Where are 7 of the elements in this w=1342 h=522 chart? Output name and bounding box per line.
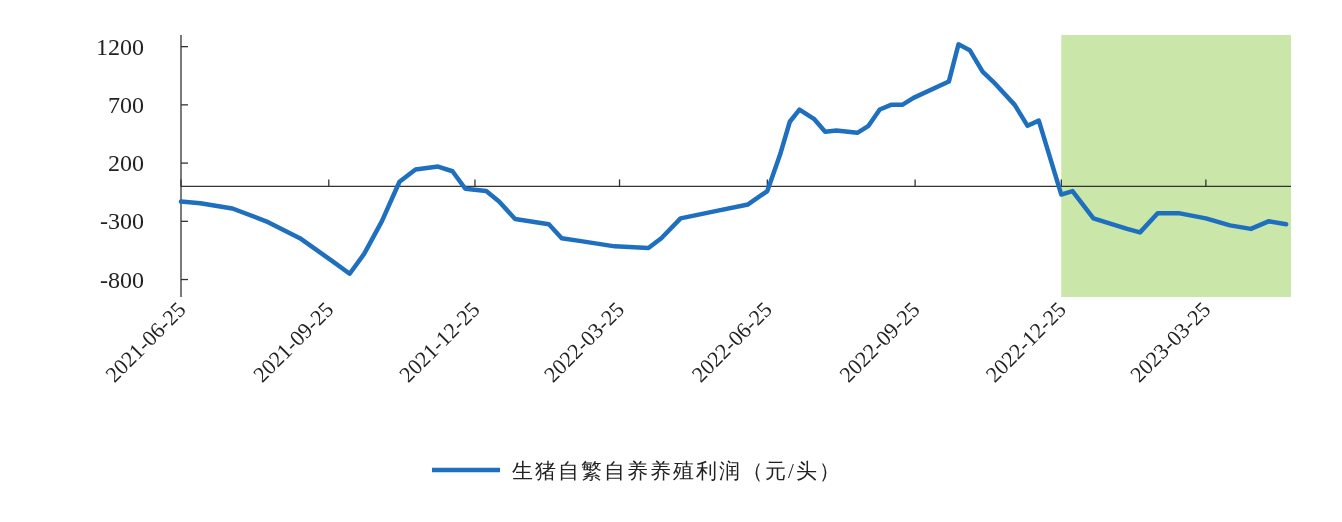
y-tick-label: 200: [108, 150, 144, 177]
legend-label: 生猪自繁自养养殖利润（元/头）: [512, 459, 842, 483]
line-series: [178, 42, 1289, 276]
y-tick-label: -800: [100, 266, 144, 293]
y-tick-label: -300: [100, 208, 144, 235]
y-tick-label: 1200: [96, 33, 144, 60]
y-tick-label: 700: [108, 91, 144, 118]
